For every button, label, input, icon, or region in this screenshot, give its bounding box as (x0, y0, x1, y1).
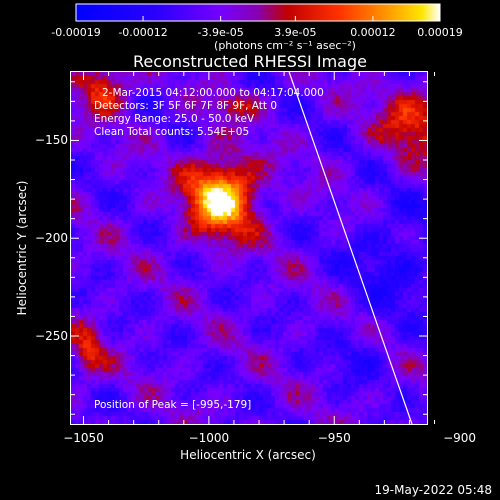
render-timestamp: 19-May-2022 05:48 (374, 483, 492, 497)
colorbar-tick-label: 0.00019 (417, 26, 463, 39)
colorbar-ticks (75, 16, 441, 21)
solar-limb-line (288, 71, 413, 425)
x-tick-label: −900 (443, 431, 477, 445)
y-tick-label: −200 (35, 231, 68, 246)
peak-position-label: Position of Peak = [-995,-179] (94, 399, 252, 411)
colorbar-tick-label: -0.00019 (51, 26, 101, 39)
x-tick-label: −1000 (188, 431, 230, 445)
y-tick-label: −250 (35, 329, 68, 343)
annotation-energy-range: Energy Range: 25.0 - 50.0 keV (94, 113, 255, 125)
colorbar-units: (photons cm⁻² s⁻¹ asec⁻²) (214, 39, 356, 52)
annotation-time-range: 2-Mar-2015 04:12:00.000 to 04:17:04.000 (102, 87, 324, 99)
x-axis-label: Heliocentric X (arcsec) (180, 448, 316, 462)
x-tick-label: −1050 (63, 431, 104, 445)
annotation-detectors: Detectors: 3F 5F 6F 7F 8F 9F, Att 0 (94, 100, 278, 112)
chart-title: Reconstructed RHESSI Image (133, 52, 367, 71)
axis-ticks (71, 72, 436, 424)
y-tick-label: −150 (35, 133, 68, 148)
colorbar (75, 3, 441, 22)
y-axis-label: Heliocentric Y (arcsec) (15, 180, 29, 316)
rhessi-image-heatmap (71, 72, 427, 424)
colorbar-tick-label: -3.9e-05 (197, 26, 244, 39)
colorbar-tick-label: 3.9e-05 (274, 26, 317, 39)
plot-frame (70, 71, 428, 425)
annotation-clean-counts: Clean Total counts: 5.54E+05 (94, 126, 250, 138)
colorbar-tick-label: 0.00012 (350, 26, 396, 39)
colorbar-gradient (75, 3, 441, 22)
x-tick-label: −950 (317, 431, 351, 445)
colorbar-tick-label: -0.00012 (118, 26, 168, 39)
